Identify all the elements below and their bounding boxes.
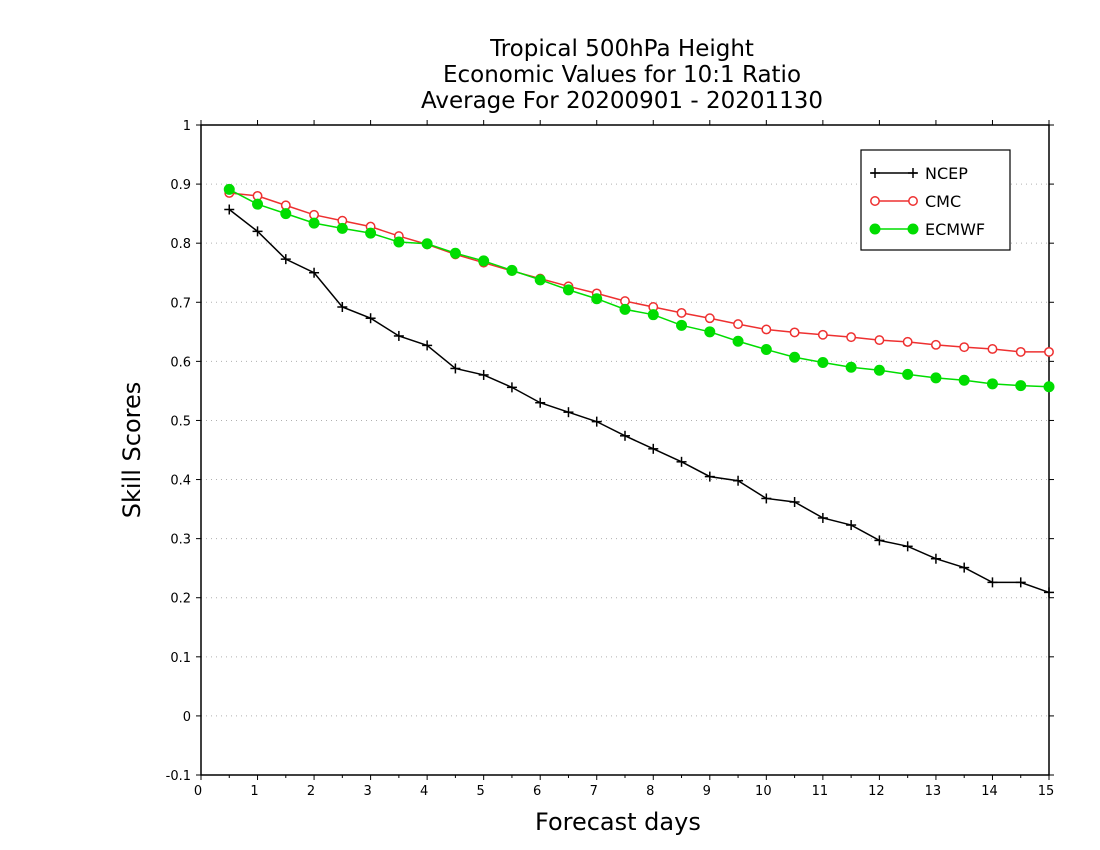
ecmwf-data-point (252, 198, 264, 210)
ecmwf-data-point (223, 183, 235, 195)
y-tick-label: 0.5 (170, 414, 191, 429)
ecmwf-data-point (647, 309, 659, 321)
legend-cmc-label: CMC (925, 192, 961, 211)
x-tick-label: 13 (925, 784, 942, 799)
y-tick-label: 0 (183, 710, 191, 725)
ecmwf-data-point (760, 344, 772, 356)
ecmwf-data-point (676, 319, 688, 331)
x-tick-label: 10 (755, 784, 772, 799)
x-tick-label: 14 (981, 784, 998, 799)
x-tick-label: 5 (477, 784, 485, 799)
ecmwf-data-point (902, 368, 914, 380)
y-tick-label: 0.7 (170, 296, 191, 311)
y-tick-label: -0.1 (166, 769, 191, 784)
ecmwf-data-point (534, 274, 546, 286)
x-tick-label: 15 (1038, 784, 1055, 799)
x-tick-label: 3 (363, 784, 371, 799)
chart-title-line-3: Average For 20200901 - 20201130 (420, 88, 824, 114)
ecmwf-data-point (280, 208, 292, 220)
ecmwf-data-point (789, 351, 801, 363)
x-tick-label: 4 (420, 784, 428, 799)
legend-cmc-marker (908, 196, 918, 206)
ecmwf-data-point (506, 264, 518, 276)
cmc-data-point (1044, 346, 1054, 357)
y-tick-label: 0.6 (170, 355, 191, 370)
x-tick-label: 2 (307, 784, 315, 799)
legend-cmc-marker (870, 196, 880, 206)
ecmwf-data-point (336, 222, 348, 234)
chart-title-line-2: Economic Values for 10:1 Ratio (442, 62, 802, 88)
ecmwf-data-point (845, 361, 857, 373)
ecmwf-data-point (704, 326, 716, 338)
cmc-data-point (676, 307, 687, 318)
cmc-data-point (846, 332, 857, 343)
ecmwf-data-point (591, 293, 603, 305)
chart-title-line-1: Tropical 500hPa Height (490, 36, 754, 62)
y-tick-label: 1 (183, 119, 191, 134)
y-tick-label: 0.2 (170, 592, 191, 607)
cmc-data-point (902, 336, 913, 347)
x-tick-label: 0 (194, 784, 202, 799)
legend-ecmwf-marker (907, 223, 919, 235)
ecmwf-data-point (986, 378, 998, 390)
ecmwf-data-point (393, 236, 405, 248)
cmc-data-point (874, 335, 885, 346)
ecmwf-data-point (365, 227, 377, 239)
cmc-data-point (733, 319, 744, 330)
legend-ecmwf-label: ECMWF (925, 220, 985, 239)
x-tick-label: 11 (812, 784, 829, 799)
ecmwf-data-point (958, 374, 970, 386)
y-tick-label: 0.4 (170, 474, 191, 489)
ecmwf-data-point (421, 238, 433, 250)
legend-ecmwf-marker (869, 223, 881, 235)
y-tick-label: 0.8 (170, 237, 191, 252)
x-tick-label: 7 (590, 784, 598, 799)
y-axis-title: Skill Scores (118, 381, 146, 519)
x-tick-label: 12 (868, 784, 885, 799)
cmc-data-point (704, 313, 715, 324)
cmc-data-point (959, 342, 970, 353)
legend-box (860, 149, 1011, 251)
ncep-series-line (228, 208, 1050, 594)
ecmwf-data-point (619, 303, 631, 315)
ecmwf-data-point (930, 372, 942, 384)
ecmwf-data-point (308, 217, 320, 229)
ecmwf-data-point (817, 357, 829, 369)
cmc-data-point (1015, 346, 1026, 357)
y-tick-label: 0.3 (170, 533, 191, 548)
ecmwf-data-point (1015, 380, 1027, 392)
y-tick-label: 0.9 (170, 178, 191, 193)
x-tick-label: 1 (250, 784, 258, 799)
ecmwf-data-point (873, 364, 885, 376)
cmc-data-point (789, 327, 800, 338)
cmc-data-point (987, 344, 998, 354)
ecmwf-data-point (449, 247, 461, 259)
x-tick-label: 6 (533, 784, 541, 799)
ecmwf-data-point (732, 335, 744, 347)
x-tick-label: 9 (703, 784, 711, 799)
cmc-data-point (817, 329, 828, 340)
ecmwf-data-point (478, 255, 490, 267)
cmc-data-point (930, 339, 941, 350)
x-tick-label: 8 (646, 784, 654, 799)
y-tick-label: 0.1 (170, 651, 191, 666)
cmc-data-point (761, 324, 772, 335)
x-axis-title: Forecast days (535, 808, 701, 836)
legend-ncep-label: NCEP (925, 164, 968, 183)
ecmwf-data-point (562, 284, 574, 296)
ecmwf-data-point (1043, 381, 1055, 393)
